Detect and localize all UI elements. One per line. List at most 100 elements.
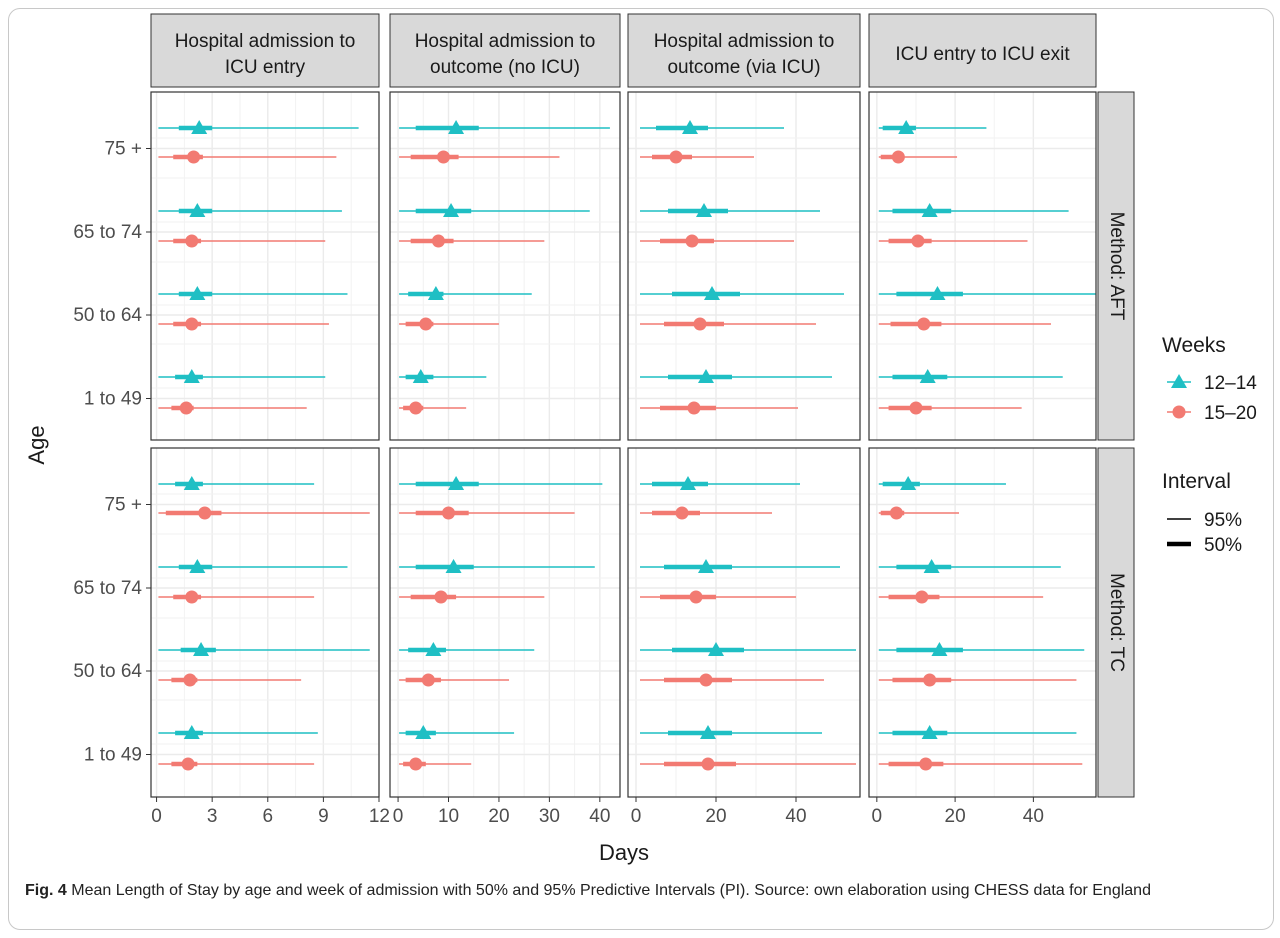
x-tick-label: 30 — [539, 806, 560, 827]
facet-strip-label: Hospital admission to — [654, 31, 835, 52]
facet-strip-row — [1097, 447, 1135, 798]
mean-point-circle — [911, 234, 925, 248]
legend-key-triangle — [1171, 374, 1187, 388]
legend-key-circle — [1172, 405, 1186, 419]
x-tick-label: 6 — [262, 806, 273, 827]
mean-point-triangle — [448, 476, 465, 490]
mean-point-circle — [915, 590, 929, 604]
mean-point-triangle — [183, 476, 200, 490]
facet-strip-column — [627, 13, 861, 88]
panel-background — [390, 448, 620, 797]
facet-strip-label: Hospital admission to — [415, 31, 596, 52]
y-tick-label: 75 + — [104, 139, 142, 160]
panel-background — [151, 448, 379, 797]
mean-point-circle — [689, 590, 703, 604]
panel-border — [389, 447, 621, 798]
mean-point-triangle — [427, 286, 444, 300]
mean-point-circle — [185, 317, 199, 331]
mean-point-triangle — [700, 725, 716, 739]
panel-background — [869, 448, 1096, 797]
mean-point-circle — [179, 401, 193, 415]
mean-point-triangle — [921, 725, 938, 739]
mean-point-circle — [909, 401, 923, 415]
panel-border — [627, 447, 861, 798]
x-tick-label: 20 — [488, 806, 509, 827]
mean-point-triangle — [929, 286, 946, 300]
figure-frame: Hospital admission to ICU entry Hospital a… — [8, 8, 1274, 930]
x-tick-label: 3 — [207, 806, 218, 827]
mean-point-triangle — [193, 642, 210, 656]
panel-border — [868, 91, 1097, 441]
x-tick-label: 12 — [369, 806, 390, 827]
mean-point-circle — [183, 673, 197, 687]
y-tick-label: 1 to 49 — [84, 389, 142, 410]
mean-point-circle — [409, 757, 423, 771]
mean-point-triangle — [425, 642, 442, 656]
mean-point-circle — [685, 234, 699, 248]
panel-border — [627, 91, 861, 441]
mean-point-circle — [419, 317, 433, 331]
mean-point-triangle — [189, 286, 206, 300]
mean-point-triangle — [923, 559, 940, 573]
facet-strip-label: Hospital admission to — [175, 31, 356, 52]
facet-strip-label: Method: TC — [1106, 573, 1127, 672]
mean-point-triangle — [189, 203, 206, 217]
mean-point-triangle — [698, 369, 714, 383]
forest-plot: Hospital admission to ICU entry Hospital a… — [24, 13, 1257, 865]
figure-label: Fig. 4 — [25, 882, 67, 899]
mean-point-circle — [187, 150, 201, 164]
x-tick-label: 10 — [438, 806, 459, 827]
mean-point-circle — [442, 506, 456, 520]
mean-point-triangle — [680, 476, 696, 490]
panel-background — [869, 92, 1096, 440]
mean-point-circle — [409, 401, 423, 415]
mean-point-triangle — [443, 203, 460, 217]
mean-point-triangle — [704, 286, 720, 300]
x-tick-label: 0 — [151, 806, 162, 827]
legend-label: 15–20 — [1204, 403, 1257, 424]
mean-point-triangle — [682, 120, 698, 134]
facet-strip-column — [868, 13, 1097, 88]
mean-point-triangle — [415, 725, 432, 739]
legend-label: 50% — [1204, 535, 1242, 556]
y-tick-label: 65 to 74 — [73, 222, 142, 243]
mean-point-circle — [693, 317, 707, 331]
legend-title-weeks: Weeks — [1162, 334, 1226, 357]
panel-border — [150, 91, 380, 441]
x-axis-title: Days — [599, 840, 649, 865]
y-tick-label: 50 to 64 — [73, 305, 142, 326]
facet-strip-label: Method: AFT — [1106, 212, 1127, 321]
mean-point-circle — [923, 673, 937, 687]
mean-point-circle — [891, 150, 905, 164]
y-axis-title: Age — [24, 425, 49, 464]
mean-point-circle — [701, 757, 715, 771]
mean-point-circle — [687, 401, 701, 415]
mean-point-circle — [185, 590, 199, 604]
mean-point-circle — [919, 757, 933, 771]
mean-point-triangle — [900, 476, 917, 490]
facet-strip-column — [150, 13, 380, 88]
mean-point-triangle — [898, 120, 915, 134]
mean-point-circle — [669, 150, 683, 164]
panel-background — [390, 92, 620, 440]
facet-strip-row — [1097, 91, 1135, 441]
mean-point-circle — [917, 317, 931, 331]
x-tick-label: 0 — [393, 806, 404, 827]
mean-point-circle — [198, 506, 212, 520]
facet-strip-column — [389, 13, 621, 88]
panel-border — [150, 447, 380, 798]
x-tick-label: 20 — [945, 806, 966, 827]
panel-background — [628, 448, 860, 797]
figure-caption: Fig. 4 Mean Length of Stay by age and we… — [25, 880, 1265, 902]
legend-title-interval: Interval — [1162, 470, 1231, 493]
x-tick-label: 40 — [785, 806, 806, 827]
mean-point-triangle — [921, 203, 938, 217]
mean-point-circle — [436, 150, 450, 164]
mean-point-triangle — [931, 642, 948, 656]
x-tick-label: 9 — [318, 806, 329, 827]
panel-border — [389, 91, 621, 441]
mean-point-triangle — [698, 559, 714, 573]
mean-point-triangle — [183, 725, 200, 739]
x-tick-label: 20 — [705, 806, 726, 827]
mean-point-circle — [675, 506, 689, 520]
